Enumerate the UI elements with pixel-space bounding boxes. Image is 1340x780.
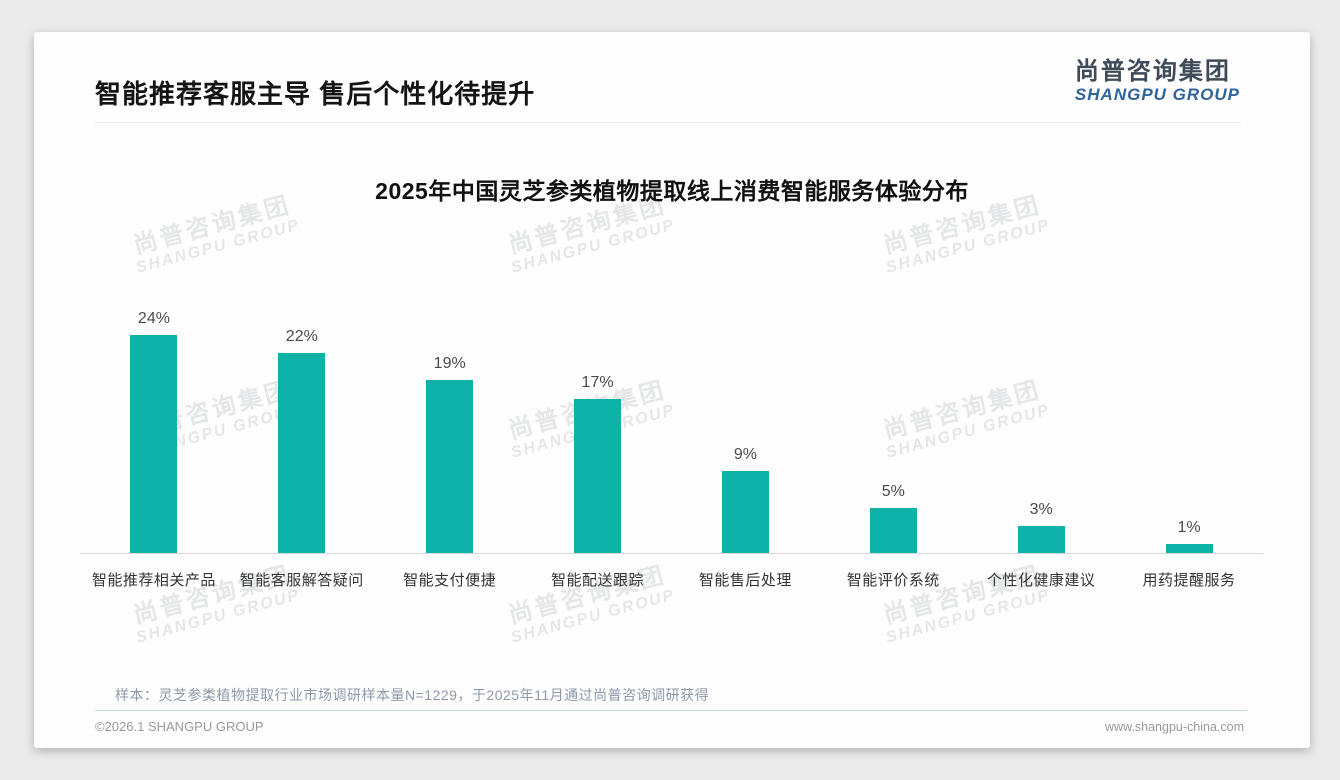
bar-column: 3%: [967, 302, 1115, 553]
footer-copyright: ©2026.1 SHANGPU GROUP: [95, 719, 264, 734]
footer-website: www.shangpu-china.com: [1105, 720, 1244, 734]
category-label: 智能支付便捷: [403, 572, 497, 589]
chart-title: 2025年中国灵芝参类植物提取线上消费智能服务体验分布: [375, 178, 969, 204]
bar-value-label: 3%: [1029, 501, 1053, 518]
watermark-english: SHANGPU GROUP: [509, 216, 678, 278]
bar: [130, 335, 178, 553]
bar-value-label: 1%: [1177, 519, 1201, 536]
header-divider: [95, 122, 1241, 123]
bar-column: 17%: [524, 302, 672, 553]
bar-column: 19%: [376, 302, 524, 553]
page-title: 智能推荐客服主导 售后个性化待提升: [95, 79, 536, 109]
category-label: 个性化健康建议: [986, 572, 1096, 589]
bar: [1017, 526, 1065, 553]
company-logo: 尚普咨询集团 SHANGPU GROUP: [1075, 58, 1240, 104]
bar: [721, 471, 769, 553]
category-label: 用药提醒服务: [1142, 572, 1236, 589]
watermark-english: SHANGPU GROUP: [509, 586, 678, 648]
bar-column: 1%: [1115, 302, 1263, 553]
category-label: 智能评价系统: [846, 572, 940, 589]
bar-column: 5%: [819, 302, 967, 553]
bar: [574, 399, 622, 553]
bar: [869, 508, 917, 553]
bar-value-label: 17%: [581, 374, 614, 391]
bar-column: 24%: [80, 302, 228, 553]
bar-value-label: 19%: [433, 355, 466, 372]
logo-chinese-name: 尚普咨询集团: [1074, 58, 1231, 85]
bar-chart-category-labels: 智能推荐相关产品 智能客服解答疑问 智能支付便捷 智能配送跟踪 智能售后处理 智能评价系统…: [80, 555, 1263, 590]
bar-column: 9%: [672, 302, 820, 553]
watermark-english: SHANGPU GROUP: [884, 586, 1053, 648]
bar-value-label: 22%: [285, 328, 318, 345]
bar: [1165, 544, 1213, 553]
sample-note: 样本：灵芝参类植物提取行业市场调研样本量N=1229，于2025年11月通过尚普…: [115, 687, 710, 703]
bar-value-label: 24%: [137, 310, 170, 327]
category-label: 智能售后处理: [698, 572, 792, 589]
footer-divider: [95, 710, 1247, 711]
logo-english-name: SHANGPU GROUP: [1074, 84, 1240, 104]
bar-value-label: 5%: [881, 483, 905, 500]
bar: [426, 380, 474, 553]
category-label: 智能推荐相关产品: [91, 572, 216, 589]
watermark-english: SHANGPU GROUP: [134, 216, 303, 278]
category-label: 智能配送跟踪: [551, 572, 645, 589]
bar-value-label: 9%: [733, 446, 757, 463]
slide-card: 尚普咨询集团 SHANGPU GROUP 尚普咨询集团 SHANGPU GROUP 尚普…: [34, 32, 1310, 748]
category-label: 智能客服解答疑问: [239, 572, 364, 589]
watermark-english: SHANGPU GROUP: [134, 586, 303, 648]
bar: [278, 353, 326, 553]
bar-column: 22%: [228, 302, 376, 553]
watermark-english: SHANGPU GROUP: [884, 216, 1053, 278]
bar-chart-plot: 24% 22% 19% 17% 9% 5% 3% 1%: [80, 302, 1263, 554]
